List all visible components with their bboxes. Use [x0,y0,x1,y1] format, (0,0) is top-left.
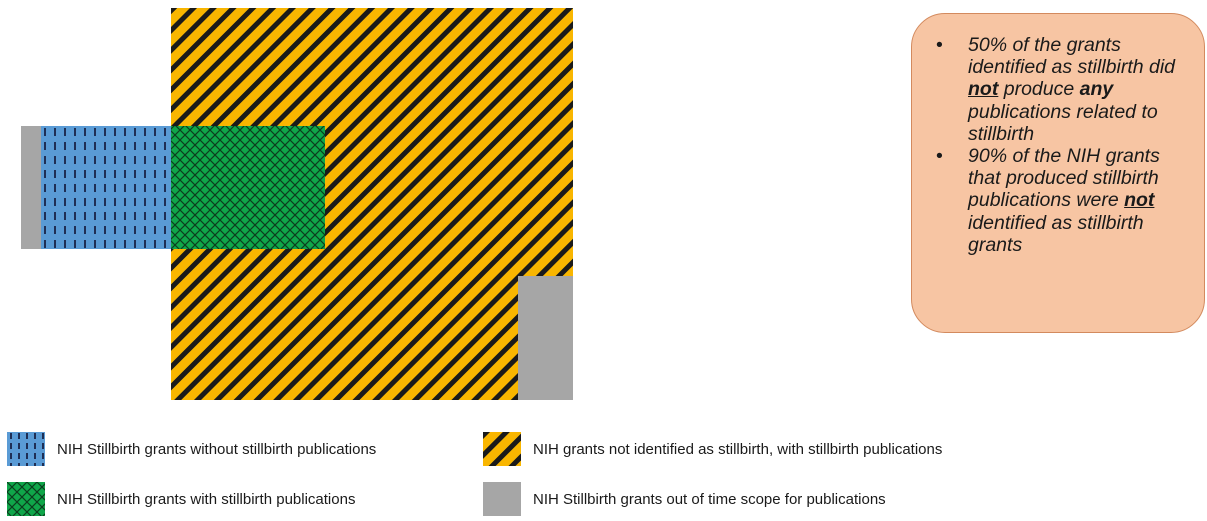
callout-text-segment: 50% of the grants identified as stillbir… [968,34,1176,79]
callout-text-segment: publications related to stillbirth [968,100,1158,145]
legend-swatch-yellow [483,432,521,466]
callout-text-segment: 90% of the NIH grants that produced stil… [968,145,1160,212]
legend-swatch-gray [483,482,521,516]
gray-region-left [21,126,41,249]
callout-text-segment: identified as stillbirth grants [968,211,1144,256]
callout-bullets: • 50% of the grants identified as stillbi… [932,34,1186,256]
legend-item-yellow: NIH grants not identified as stillbirth,… [483,432,942,466]
legend-swatch-blue [7,432,45,466]
legend-label-yellow: NIH grants not identified as stillbirth,… [533,440,943,458]
callout-text-segment: not [1124,189,1155,212]
legend-label-gray: NIH Stillbirth grants out of time scope … [533,490,886,508]
bullet-glyph: • [936,34,943,56]
legend-item-green: NIH Stillbirth grants with stillbirth pu… [7,482,355,516]
legend-label-blue: NIH Stillbirth grants without stillbirth… [57,440,377,458]
callout-bullet-2: • 90% of the NIH grants that produced sti… [932,145,1186,256]
legend-item-blue: NIH Stillbirth grants without stillbirth… [7,432,376,466]
callout-text-segment: produce [998,78,1080,101]
callout-bullet-1: • 50% of the grants identified as stillbi… [932,34,1186,145]
green-region [171,126,325,249]
legend-swatch-green [7,482,45,516]
gray-region-right [518,276,573,400]
callout-box: • 50% of the grants identified as stillbi… [911,13,1205,333]
callout-text-segment: any [1079,78,1114,101]
callout-text-segment: not [968,78,999,101]
blue-region [41,126,171,249]
legend-item-gray: NIH Stillbirth grants out of time scope … [483,482,886,516]
legend-label-green: NIH Stillbirth grants with stillbirth pu… [57,490,356,508]
bullet-glyph: • [936,145,943,168]
